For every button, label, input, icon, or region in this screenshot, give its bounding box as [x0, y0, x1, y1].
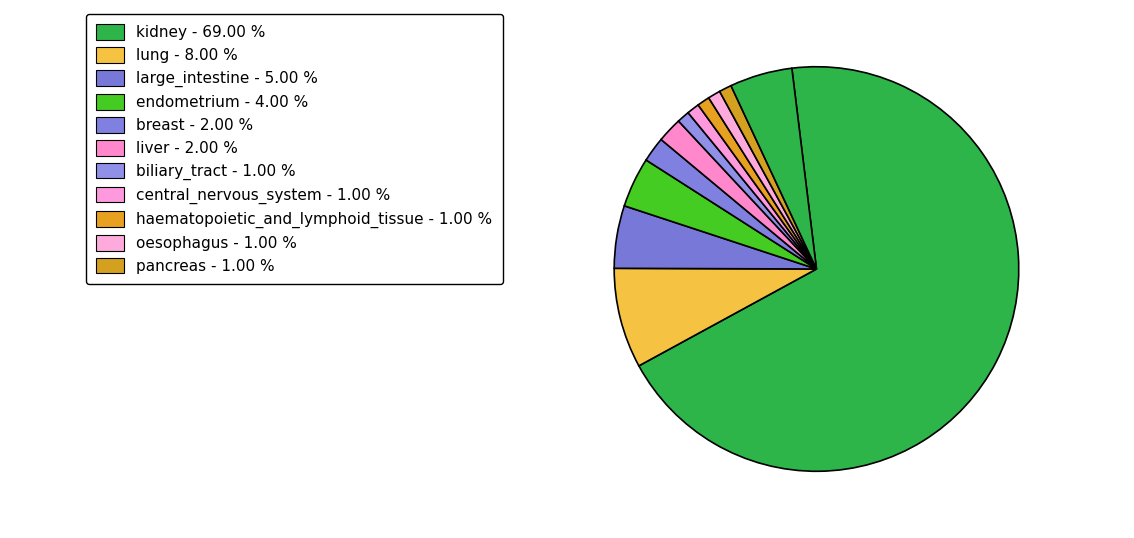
Wedge shape: [731, 68, 816, 269]
Wedge shape: [720, 86, 816, 269]
Wedge shape: [709, 91, 816, 269]
Wedge shape: [678, 112, 816, 269]
Wedge shape: [699, 98, 816, 269]
Wedge shape: [615, 268, 816, 366]
Wedge shape: [661, 121, 816, 269]
Wedge shape: [638, 67, 1018, 471]
Wedge shape: [688, 105, 816, 269]
Wedge shape: [615, 206, 816, 269]
Wedge shape: [646, 139, 816, 269]
Wedge shape: [625, 160, 816, 269]
Legend: kidney - 69.00 %, lung - 8.00 %, large_intestine - 5.00 %, endometrium - 4.00 %,: kidney - 69.00 %, lung - 8.00 %, large_i…: [86, 13, 503, 285]
